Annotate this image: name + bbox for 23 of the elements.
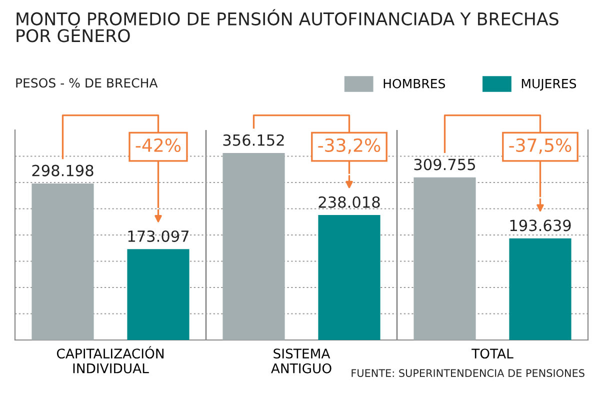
chart-title: MONTO PROMEDIO DE PENSIÓN AUTOFINANCIADA Y BRECHAS POR GÉNERO: [16, 9, 558, 42]
bar: [32, 183, 94, 340]
data-label: 298.198: [32, 164, 94, 176]
x-tick-label: SISTEMA ANTIGUO: [271, 348, 332, 374]
annotation: -37,5%: [509, 138, 572, 154]
bar: [414, 177, 476, 340]
x-tick-label: CAPITALIZACIÓN INDIVIDUAL: [56, 346, 164, 374]
source-note: FUENTE: SUPERINTENDENCIA DE PENSIONES: [352, 369, 584, 378]
data-label: 173.097: [128, 230, 189, 242]
data-label: 238.018: [318, 196, 380, 208]
bar: [127, 249, 190, 340]
bar: [509, 238, 572, 340]
x-tick-label: TOTAL: [472, 348, 514, 359]
legend-label: MUJERES: [522, 78, 576, 91]
bar: [318, 215, 380, 340]
data-label: 193.639: [510, 220, 571, 232]
annotation: -42%: [136, 138, 181, 152]
legend-label: HOMBRES: [384, 78, 446, 88]
annotation: -33,2%: [318, 138, 380, 154]
data-label: 356.152: [223, 134, 284, 146]
bar: [222, 153, 285, 340]
data-label: 309.755: [414, 158, 476, 170]
chart-subtitle: PESOS - % DE BRECHA: [16, 78, 158, 88]
